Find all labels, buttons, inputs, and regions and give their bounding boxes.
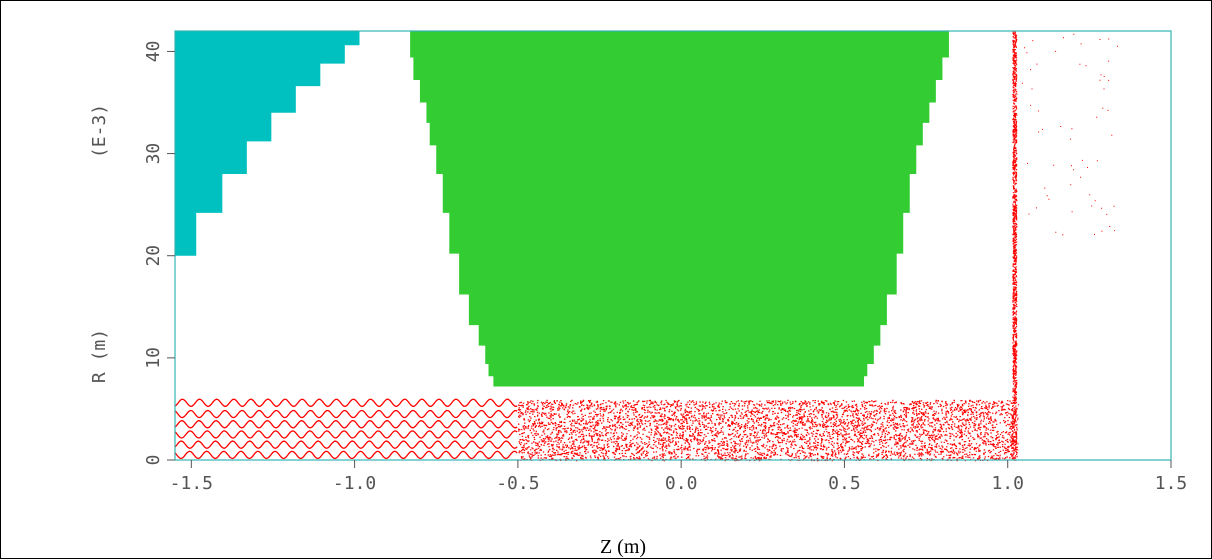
x-tick-label: 1.0 (991, 473, 1024, 494)
x-tick-label: 0.5 (828, 473, 861, 494)
x-tick-label: -1.0 (333, 473, 376, 494)
left-electrode-region (175, 31, 360, 256)
beam-line-1 (175, 441, 517, 448)
beam-line-2 (175, 431, 517, 438)
x-tick-label: 1.5 (1155, 473, 1188, 494)
particle-cloud (518, 400, 1016, 461)
y-tick-label: 40 (143, 41, 164, 63)
x-tick-label: 0.0 (665, 473, 698, 494)
regions-layer (175, 31, 949, 386)
beam-line-0 (175, 451, 517, 458)
beam-line-5 (175, 399, 517, 406)
center-electrode-region (410, 31, 949, 386)
y-tick-label: 30 (143, 143, 164, 165)
y-tick-label: 0 (143, 455, 164, 466)
beam-line-4 (175, 411, 517, 418)
y-axis-scale-label: (E-3) (89, 104, 110, 158)
x-tick-label: -1.5 (170, 473, 213, 494)
x-axis-label: Z (m) (600, 536, 646, 558)
particle-strays (1022, 34, 1118, 236)
beam-line-3 (175, 421, 517, 428)
particle-wall (1011, 31, 1019, 461)
y-tick-label: 20 (143, 245, 164, 267)
y-tick-label: 10 (143, 347, 164, 369)
y-axis-label: R (m) (89, 329, 110, 383)
x-tick-label: -0.5 (496, 473, 539, 494)
